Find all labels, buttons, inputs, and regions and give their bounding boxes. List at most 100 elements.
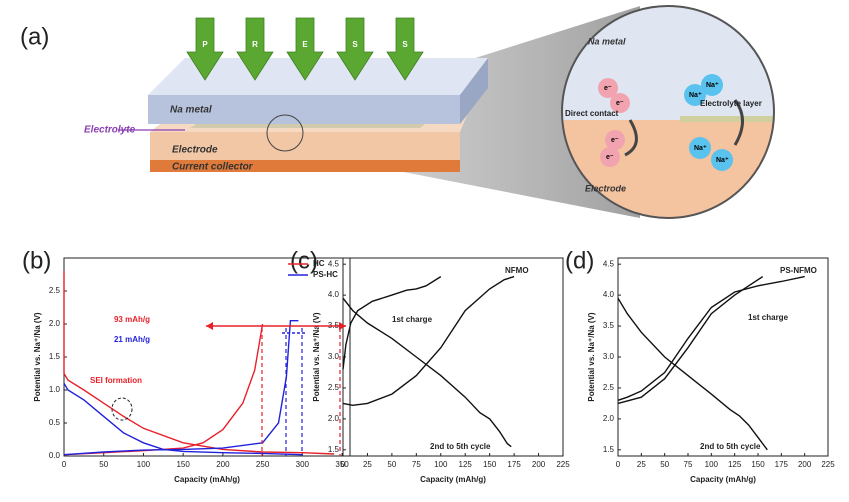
y-axis-label: Potential vs. Na⁺/Na (V) [312,312,321,401]
label: Na metal [588,36,626,46]
y-tick-label: 3.0 [603,352,615,361]
flow-arrow [624,119,638,157]
series-line [63,320,303,456]
label: Electrode [172,145,218,156]
x-tick-label: 200 [798,460,812,469]
x-tick-label: 25 [363,460,372,469]
annotation: 21 mAh/g [114,335,150,344]
annotation: 2nd to 5th cycle [430,442,491,451]
series-line [617,276,764,405]
plot-frame [342,257,564,457]
x-tick-label: 100 [137,460,151,469]
annotation: 1st charge [748,313,789,322]
y-tick-label: 1.5 [49,352,61,361]
press-arrow [386,17,424,81]
x-axis-label: Capacity (mAh/g) [174,475,240,484]
x-tick-label: 175 [507,460,521,469]
y-tick-label: 2.5 [603,383,615,392]
x-tick-label: 175 [775,460,789,469]
zoom-electrolyte [680,116,774,122]
annotation: NFMO [505,266,529,275]
electrode [150,132,460,160]
y-tick-label: 2.5 [328,383,340,392]
flow-arrow [733,99,744,146]
x-tick-label: 0 [62,460,67,469]
y-tick-label: 4.5 [328,259,340,268]
y-tick-label: 3.0 [328,352,340,361]
annotation: PS-NFMO [780,266,817,275]
sei-marker [111,397,133,421]
label: e⁻ [611,137,619,144]
press-arrow [236,17,274,81]
current-collector [150,160,460,172]
y-axis-label: Potential vs. Na⁺/Na (V) [33,312,42,401]
label: Direct contact [565,109,619,118]
panel-label: (c) [290,247,318,274]
label: Na⁺ [694,145,707,152]
x-tick-label: 50 [99,460,108,469]
x-tick-label: 50 [387,460,396,469]
press-arrow [286,17,324,81]
y-axis-label: Potential vs. Na⁺/Na (V) [587,312,596,401]
y-tick-label: 4.0 [328,290,340,299]
label: e⁻ [604,85,612,92]
press-letter: E [302,40,308,49]
y-tick-label: 1.5 [603,445,615,454]
panel-label: (a) [20,23,49,50]
x-tick-label: 150 [176,460,190,469]
panel-label: (d) [565,247,594,274]
annotation: SEI formation [90,376,142,385]
annotation: 2nd to 5th cycle [700,442,761,451]
x-tick-label: 100 [705,460,719,469]
x-tick-label: 225 [821,460,835,469]
y-tick-label: 2.0 [603,414,615,423]
label: Na metal [170,105,212,116]
y-tick-label: 0.0 [49,451,61,460]
x-tick-label: 125 [728,460,742,469]
x-tick-label: 125 [459,460,473,469]
plot-frame [63,257,351,457]
series-line [342,297,512,448]
sodium [701,74,723,96]
panel-label: (b) [22,247,51,274]
x-tick-label: 75 [412,460,421,469]
zoom-marker [266,114,304,152]
sodium [711,149,733,171]
y-tick-label: 0.5 [49,418,61,427]
label: Electrolyte layer [700,99,762,108]
x-tick-label: 75 [684,460,693,469]
y-tick-label: 2.0 [49,319,61,328]
plot-frame [617,257,829,457]
press-arrow [186,17,224,81]
arrow-head [206,322,213,330]
y-tick-label: 3.5 [603,321,615,330]
press-letter: S [402,40,408,49]
y-tick-label: 2.5 [49,286,61,295]
label: Current collector [172,162,254,173]
label: e⁻ [616,100,624,107]
series-line [342,275,515,407]
zoom-border [561,5,775,219]
sodium [684,84,706,106]
legend-label: PS-HC [313,270,338,279]
annotation: 93 mAh/g [114,315,150,324]
electron [600,147,620,167]
press-letter: S [352,40,358,49]
x-axis-label: Capacity (mAh/g) [690,475,756,484]
press-letter: R [252,40,258,49]
y-tick-label: 1.5 [328,445,340,454]
electron [610,93,630,113]
particle-labels: e⁻ e⁻ e⁻ e⁻ Na⁺ Na⁺ Na⁺ Na⁺ [604,82,729,164]
x-tick-label: 100 [434,460,448,469]
x-tick-label: 300 [296,460,310,469]
x-tick-label: 50 [660,460,669,469]
x-tick-label: 150 [751,460,765,469]
x-tick-label: 225 [556,460,570,469]
label: Na⁺ [706,82,719,89]
y-tick-label: 4.0 [603,290,615,299]
label: e⁻ [606,154,614,161]
x-tick-label: 0 [616,460,621,469]
arrow-head [339,322,346,330]
particles [598,74,744,171]
x-tick-label: 150 [483,460,497,469]
